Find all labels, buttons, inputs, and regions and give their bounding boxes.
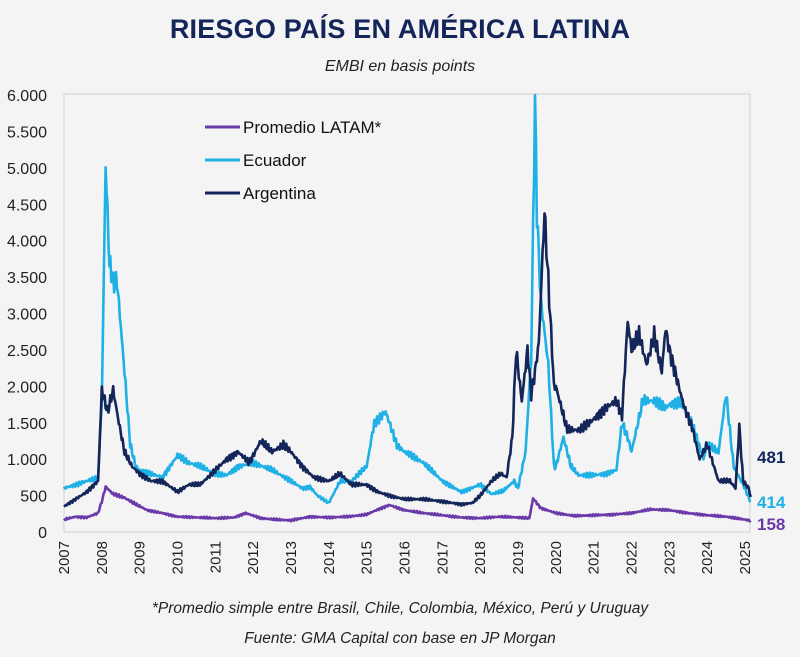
x-tick-label: 2011	[207, 541, 224, 573]
end-label: 414	[757, 493, 786, 512]
chart-title: RIESGO PAÍS EN AMÉRICA LATINA	[169, 14, 631, 44]
end-label: 481	[757, 448, 785, 467]
series-line-promedio-latam	[63, 485, 752, 523]
plot-area-frame	[63, 93, 751, 533]
legend-label: Ecuador	[243, 151, 307, 170]
x-tick-label: 2014	[321, 541, 338, 574]
x-tick-label: 2012	[245, 541, 262, 574]
y-tick-label: 0	[38, 525, 47, 542]
x-tick-label: 2008	[94, 541, 111, 574]
x-tick-label: 2023	[661, 541, 678, 574]
y-tick-label: 3.500	[7, 270, 47, 287]
chart-subtitle: EMBI en basis points	[324, 58, 476, 75]
series-line-ecuador	[62, 93, 752, 505]
y-tick-label: 6.000	[7, 88, 47, 105]
legend-label: Argentina	[243, 184, 316, 203]
x-axis: 2007 2008 2009 2010 2011 2012 2013 2014 2015 2016…	[56, 541, 754, 574]
y-tick-label: 4.500	[7, 197, 47, 214]
x-tick-label: 2010	[170, 541, 187, 574]
x-tick-label: 2016	[397, 541, 414, 574]
x-tick-label: 2024	[699, 541, 716, 574]
series-lines	[62, 93, 752, 523]
y-tick-label: 5.500	[7, 124, 47, 141]
x-tick-label: 2017	[434, 541, 451, 574]
y-axis: 0 500 1.000 1.500 2.000 2.500 3.000 3.500 4.000 4…	[7, 88, 47, 542]
legend: Promedio LATAM* Ecuador Argentina	[205, 118, 382, 203]
y-tick-label: 3.000	[7, 307, 47, 324]
y-tick-label: 1.500	[7, 416, 47, 433]
x-tick-label: 2022	[624, 541, 641, 574]
y-tick-label: 2.500	[7, 343, 47, 360]
x-tick-label: 2025	[737, 541, 754, 574]
line-chart: 0 500 1.000 1.500 2.000 2.500 3.000 3.500 4.000 4…	[7, 88, 786, 574]
x-tick-label: 2020	[548, 541, 565, 574]
x-tick-label: 2013	[283, 541, 300, 574]
y-tick-label: 5.000	[7, 161, 47, 178]
legend-label: Promedio LATAM*	[243, 118, 382, 137]
x-tick-label: 2019	[510, 541, 527, 574]
x-tick-label: 2009	[132, 541, 149, 574]
x-tick-label: 2007	[56, 541, 73, 574]
x-tick-label: 2018	[472, 541, 489, 574]
y-tick-label: 2.000	[7, 379, 47, 396]
y-tick-label: 1.000	[7, 452, 47, 469]
y-tick-label: 500	[20, 489, 47, 506]
series-line-argentina	[63, 212, 752, 508]
x-tick-label: 2015	[359, 541, 376, 574]
end-label: 158	[757, 515, 785, 534]
x-tick-label: 2021	[586, 541, 603, 574]
end-value-labels: 481 414 158	[757, 448, 786, 534]
footnote: *Promedio simple entre Brasil, Chile, Co…	[151, 600, 649, 617]
source-note: Fuente: GMA Capital con base en JP Morga…	[244, 630, 556, 647]
y-tick-label: 4.000	[7, 234, 47, 251]
